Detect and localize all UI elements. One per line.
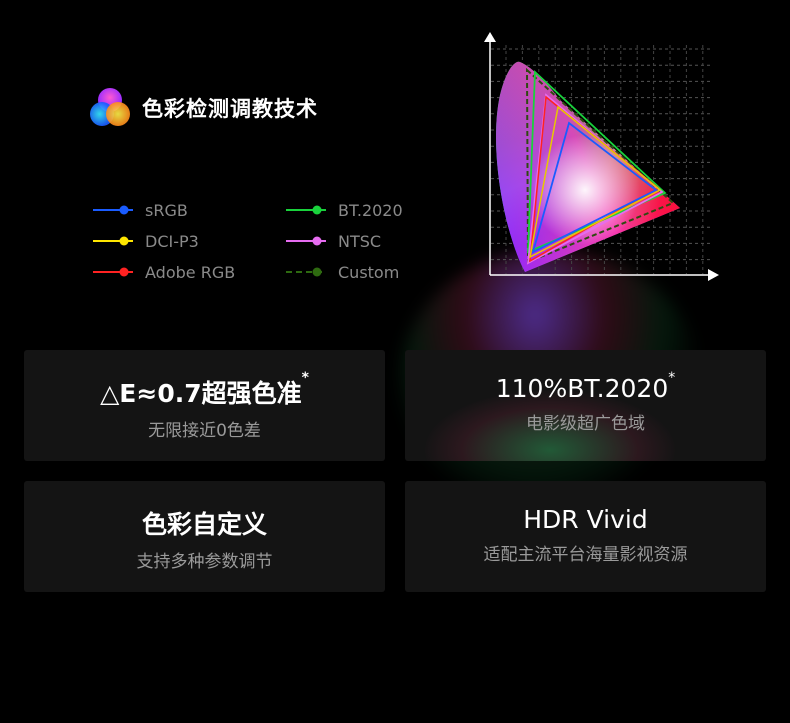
y-axis-arrow bbox=[484, 32, 496, 42]
card-title: 110%BT.2020 bbox=[495, 374, 669, 403]
feature-card-color-accuracy: △E≈0.7超强色准* 无限接近0色差 bbox=[24, 350, 385, 461]
legend-swatch bbox=[93, 205, 133, 215]
legend-item: DCI-P3 bbox=[93, 231, 286, 251]
legend-item: BT.2020 bbox=[286, 200, 426, 220]
feature-card-color-gamut: 110%BT.2020* 电影级超广色域 bbox=[405, 350, 766, 461]
rgb-circles-icon bbox=[90, 88, 130, 126]
x-axis-arrow bbox=[708, 269, 719, 281]
legend-swatch bbox=[93, 267, 133, 277]
legend-label: NTSC bbox=[338, 231, 382, 251]
gamut-custom bbox=[525, 67, 675, 264]
card-title: HDR Vivid bbox=[523, 505, 648, 534]
legend-label: DCI-P3 bbox=[145, 231, 199, 251]
card-subtitle: 电影级超广色域 bbox=[526, 414, 645, 434]
legend-label: sRGB bbox=[145, 200, 188, 220]
legend-swatch bbox=[286, 236, 326, 246]
section-title: 色彩检测调教技术 bbox=[142, 97, 318, 121]
gamut-legend: sRGB BT.2020 DCI-P3 NTSC Adobe RGB Custo… bbox=[93, 200, 426, 282]
legend-item: NTSC bbox=[286, 231, 426, 251]
card-title: △E≈0.7超强色准 bbox=[100, 379, 302, 408]
legend-label: BT.2020 bbox=[338, 200, 403, 220]
card-title: 色彩自定义 bbox=[141, 510, 267, 539]
card-subtitle: 适配主流平台海量影视资源 bbox=[483, 545, 688, 565]
legend-label: Adobe RGB bbox=[145, 262, 236, 282]
footnote-mark: * bbox=[668, 370, 676, 386]
legend-swatch bbox=[286, 205, 326, 215]
card-subtitle: 无限接近0色差 bbox=[148, 421, 261, 441]
cie-gamut-diagram bbox=[484, 32, 719, 281]
feature-card-custom-color: 色彩自定义 支持多种参数调节 bbox=[24, 481, 385, 592]
legend-item: Adobe RGB bbox=[93, 262, 286, 282]
legend-item: sRGB bbox=[93, 200, 286, 220]
card-subtitle: 支持多种参数调节 bbox=[136, 552, 273, 572]
footnote-mark: * bbox=[301, 370, 309, 386]
legend-swatch bbox=[93, 236, 133, 246]
gamut-dci-p3 bbox=[528, 105, 662, 259]
gamut-srgb bbox=[531, 121, 658, 254]
legend-swatch bbox=[286, 267, 326, 277]
section-header: 色彩检测调教技术 bbox=[88, 86, 318, 130]
legend-item: Custom bbox=[286, 262, 426, 282]
feature-card-hdr-vivid: HDR Vivid 适配主流平台海量影视资源 bbox=[405, 481, 766, 592]
legend-label: Custom bbox=[338, 262, 400, 282]
